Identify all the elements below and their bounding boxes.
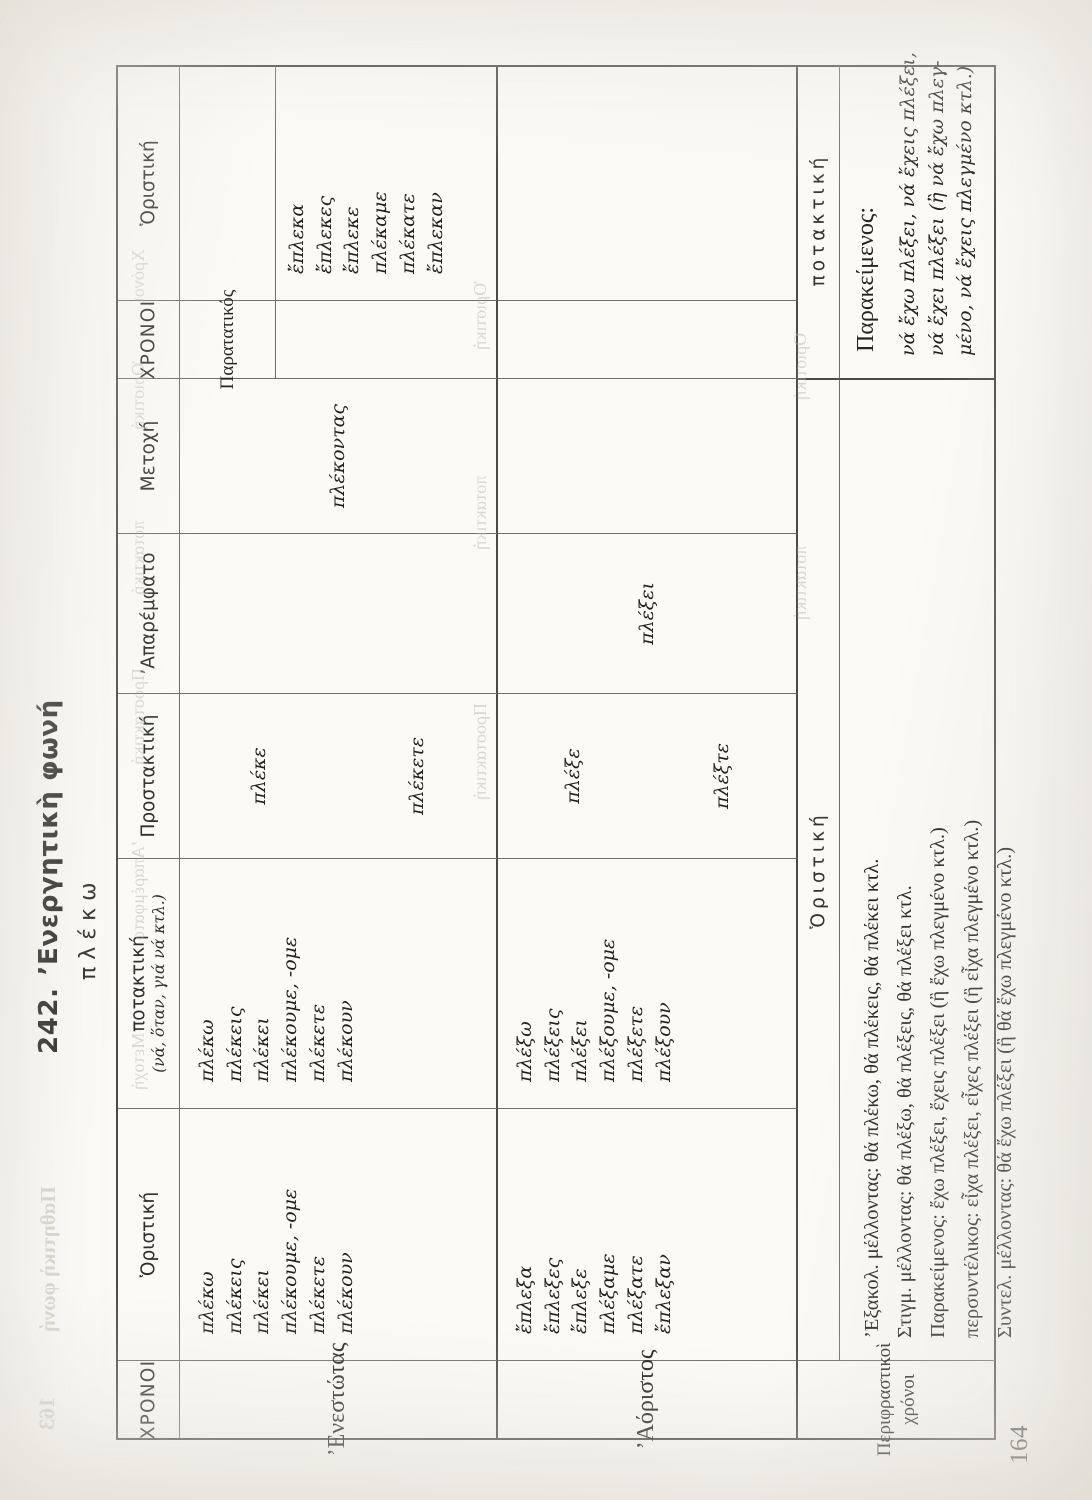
present-subjunctive-forms: πλέκω πλέκεις πλέκει πλέκουμε, -ομε πλέκ… <box>180 858 498 1108</box>
form-line: ἔπλεκες <box>312 66 340 274</box>
aorist-indicative-forms: ἔπλεξα ἔπλεξες ἔπλεξε πλέξαμε πλέξατε ἔπ… <box>498 1108 798 1360</box>
present-participle-cell: πλέκοντας <box>180 378 498 533</box>
imperfect-row-label-spacer <box>276 300 498 378</box>
periphrastic-indicative-mood-cell: Ὁριστική <box>798 378 840 1360</box>
periphrastic-line: νά ἔχω πλέξει, νά ἔχεις πλέξει, <box>894 82 923 356</box>
col-header-xronoi-right: ΧΡΟΝΟΙ <box>118 300 180 378</box>
form-line: ἔπλεκα <box>284 66 312 274</box>
col-header-infinitive: ’Απαρέμφατο <box>118 533 180 693</box>
imperative-plural: πλέκετε <box>338 694 496 858</box>
form-line: ἔπλεκε <box>339 66 367 274</box>
periphrastic-line: ’Εξακολ. μέλλοντας: θά πλέκω, θά πλέκεις… <box>856 396 889 1338</box>
periphrastic-line: Παρακείμενος: ἔχω πλέξει, ἔχεις πλέξει (… <box>922 396 955 1338</box>
bleed-text: Παθητικὴ φωνή <box>36 1186 61 1332</box>
row-label-present: ’Ενεστώτας <box>180 1360 498 1438</box>
row-label-aorist: ’Αόριστος <box>498 1360 798 1438</box>
form-line: πλέξουμε, -ομε <box>595 859 623 1082</box>
form-line: πλέκουν <box>333 1109 361 1334</box>
periphrastic-subjunctive-lines: νά ἔχω πλέξει, νά ἔχεις πλέξει, νά ἔχει … <box>894 66 980 378</box>
present-infinitive-cell <box>180 533 498 693</box>
imperfect-indicative-forms: ἔπλεκα ἔπλεκες ἔπλεκε πλέκαμε πλέκατε ἔπ… <box>276 66 498 300</box>
col-header-subjunctive: ὞ποτακτική (νά, ὅταν, γιά νά κτλ.) <box>118 858 180 1108</box>
present-participle: πλέκοντας <box>180 379 496 533</box>
mood-label-subjunctive: ὞ποτακτική <box>798 66 839 378</box>
imperfect-label-spacer <box>180 66 276 300</box>
periphrastic-line: Συντελ. μέλλοντας: θά ἔχω πλέξει (ἢ θά ἔ… <box>989 396 1022 1338</box>
scanned-page: 163 Παθητικὴ φωνή Χρόνοι Ὁριστική ὞ποτακ… <box>0 0 1092 1500</box>
form-line: πλέκετε <box>305 859 333 1082</box>
periphrastic-subjunctive-block: Παρακείμενος: νά ἔχω πλέξει, νά ἔχεις πλ… <box>840 66 995 378</box>
form-line: πλέξουν <box>651 859 679 1082</box>
form-line: πλέκαμε <box>367 66 395 274</box>
imperative-singular: πλέκε <box>180 694 338 858</box>
form-line: πλέκει <box>249 859 277 1082</box>
row-label-periphrastic: Περιφραστικοὶ χρόνοι <box>798 1360 995 1438</box>
form-line: πλέξω <box>512 859 540 1082</box>
periphrastic-subjunctive-title: Παρακείμενος: <box>840 66 894 378</box>
aorist-infinitive-cell: πλέξει <box>498 533 798 693</box>
imperative-plural: πλέξτε <box>647 694 796 858</box>
imperative-singular: πλέξε <box>498 694 647 858</box>
section-title: ’Ενεργητικὴ φωνή <box>34 699 64 975</box>
col-header-imperative: Προστακτική <box>118 693 180 858</box>
form-line: πλέκουμε, -ομε <box>277 859 305 1082</box>
periphrastic-line: ὞περσυντέλικος: εἶχα πλέξει, εἶχες πλέξε… <box>956 396 989 1338</box>
form-line: ἔπλεξαν <box>651 1109 679 1334</box>
form-line: πλέξει <box>567 859 595 1082</box>
section-heading: 242. ’Ενεργητικὴ φωνή <box>34 699 64 1054</box>
periphrastic-indicative-lines: ’Εξακολ. μέλλοντας: θά πλέκω, θά πλέκεις… <box>840 378 995 1360</box>
section-number: 242. <box>34 987 64 1054</box>
form-line: πλέκατε <box>395 66 423 274</box>
page-number: 164 <box>1006 1425 1034 1464</box>
col-header-subjunctive-note: (νά, ὅταν, γιά νά κτλ.) <box>150 894 170 1073</box>
form-line: πλέκεις <box>222 859 250 1082</box>
periphrastic-line: μένο, νά ἔχεις πλεγμένο κτλ.) <box>951 82 980 356</box>
form-line: ἔπλεξα <box>512 1109 540 1334</box>
form-line: πλέκεις <box>222 1109 250 1334</box>
form-line: πλέκουμε, -ομε <box>277 1109 305 1334</box>
aorist-subjunctive-forms: πλέξω πλέξεις πλέξει πλέξουμε, -ομε πλέξ… <box>498 858 798 1108</box>
col-header-xronoi-left: ΧΡΟΝΟΙ <box>118 1360 180 1438</box>
aorist-right-xronoi-spacer <box>498 300 798 378</box>
periphrastic-subjunctive-mood-cell: ὞ποτακτική <box>798 66 840 378</box>
bleed-text: 163 <box>34 1397 60 1430</box>
aorist-right-indicative-spacer <box>498 66 798 300</box>
col-header-indicative-present: Ὁριστική <box>118 1108 180 1360</box>
col-header-subjunctive-label: ὞ποτακτική <box>127 935 151 1032</box>
aorist-participle <box>498 379 796 533</box>
form-line: ἔπλεκαν <box>423 66 451 274</box>
form-line: πλέξετε <box>623 859 651 1082</box>
col-header-participle: Μετοχή <box>118 378 180 533</box>
form-line: πλέκω <box>194 1109 222 1334</box>
row-label-imperfect: Παρατατικός <box>180 300 276 378</box>
form-line: πλέκει <box>249 1109 277 1334</box>
col-header-indicative-imperfect: Ὁριστική <box>118 66 180 300</box>
lemma-verb: πλέκω <box>76 875 101 980</box>
form-line: ἔπλεξες <box>540 1109 568 1334</box>
aorist-participle-cell <box>498 378 798 533</box>
form-line: πλέξαμε <box>595 1109 623 1334</box>
form-line: πλέξατε <box>623 1109 651 1334</box>
form-line: πλέξεις <box>540 859 568 1082</box>
periphrastic-line: νά ἔχει πλέξει (ἢ νά ἔχω πλεγ- <box>923 82 952 356</box>
form-line: πλέκουν <box>333 859 361 1082</box>
aorist-infinitive: πλέξει <box>498 534 796 693</box>
conjugation-table: ΧΡΟΝΟΙ Ὁριστική ὞ποτακτική (νά, ὅταν, γι… <box>116 65 996 1440</box>
aorist-imperative-forms: πλέξε πλέξτε <box>498 693 798 858</box>
present-infinitive <box>180 534 496 693</box>
periphrastic-label-line2: χρόνοι <box>897 1374 920 1425</box>
mood-label-indicative: Ὁριστική <box>798 380 839 1360</box>
form-line: πλέκω <box>194 859 222 1082</box>
form-line: ἔπλεξε <box>567 1109 595 1334</box>
periphrastic-line: Στιγμ. μέλλοντας: θά πλέξω, θά πλέξεις, … <box>889 396 922 1338</box>
form-line: πλέκετε <box>305 1109 333 1334</box>
present-imperative-forms: πλέκε πλέκετε <box>180 693 498 858</box>
present-indicative-forms: πλέκω πλέκεις πλέκει πλέκουμε, -ομε πλέκ… <box>180 1108 498 1360</box>
